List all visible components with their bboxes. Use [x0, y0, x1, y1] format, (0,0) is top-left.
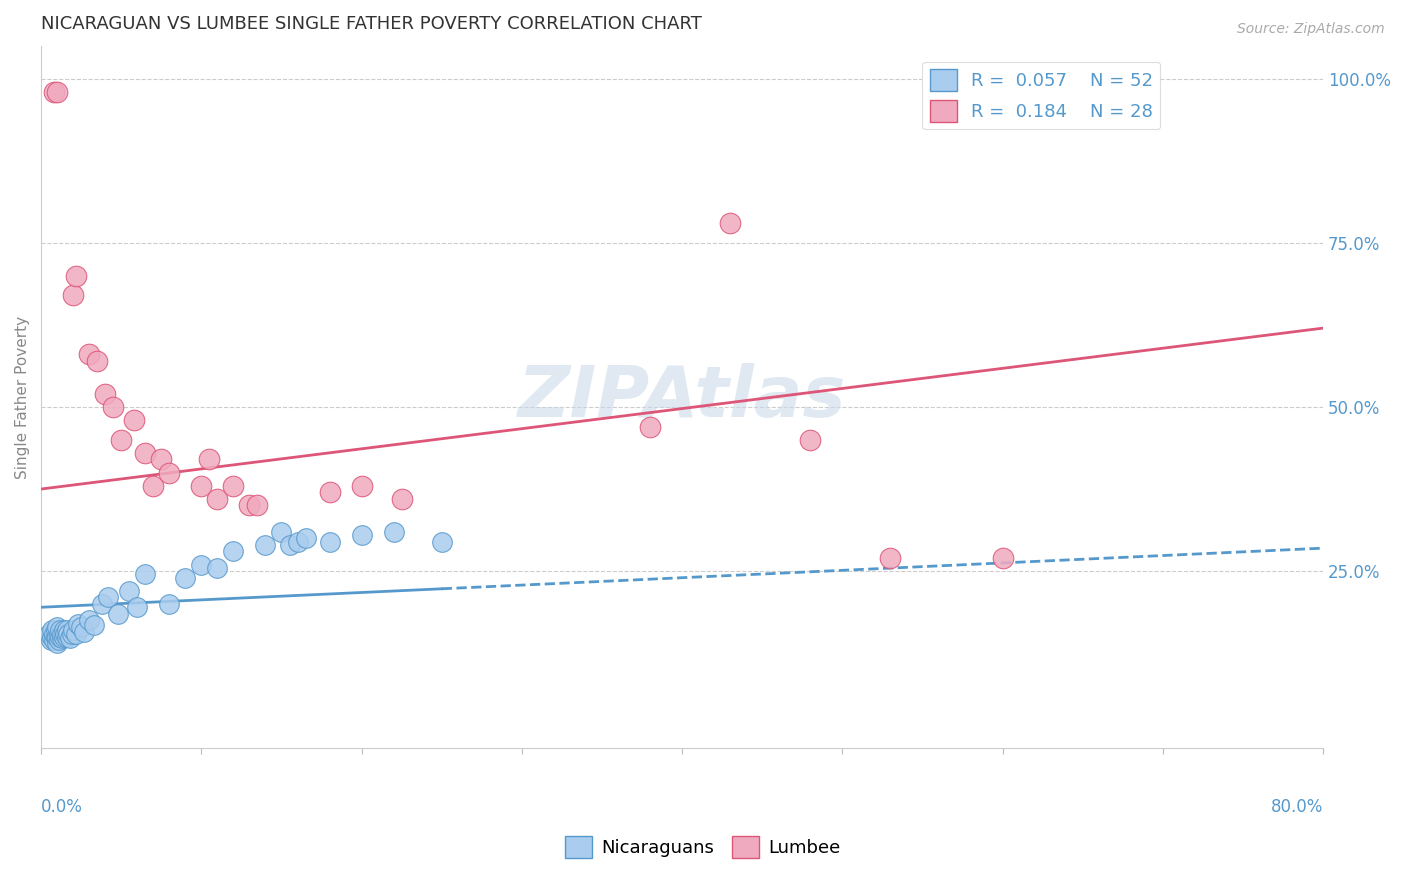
Point	[60, 626, 83, 640]
Point	[52, 624, 75, 638]
Point	[190, 558, 212, 572]
Point	[49, 624, 72, 638]
Point	[51, 631, 73, 645]
Point	[66, 616, 89, 631]
Point	[157, 597, 180, 611]
Point	[39, 633, 62, 648]
Point	[238, 499, 260, 513]
Point	[157, 466, 180, 480]
Point	[350, 528, 373, 542]
Point	[97, 591, 120, 605]
Point	[62, 624, 84, 638]
Point	[222, 479, 245, 493]
Point	[107, 607, 129, 621]
Point	[77, 347, 100, 361]
Point	[318, 485, 340, 500]
Point	[150, 452, 173, 467]
Point	[44, 630, 66, 644]
Point	[287, 534, 309, 549]
Point	[65, 268, 87, 283]
Point	[46, 85, 69, 99]
Point	[46, 630, 69, 644]
Point	[222, 544, 245, 558]
Point	[190, 479, 212, 493]
Point	[52, 630, 75, 644]
Point	[55, 630, 77, 644]
Y-axis label: Single Father Poverty: Single Father Poverty	[15, 316, 30, 479]
Point	[246, 499, 269, 513]
Point	[254, 538, 277, 552]
Point	[110, 433, 132, 447]
Point	[638, 419, 661, 434]
Point	[134, 567, 156, 582]
Point	[83, 618, 105, 632]
Point	[718, 216, 741, 230]
Point	[991, 551, 1014, 566]
Point	[94, 386, 117, 401]
Point	[41, 630, 63, 644]
Point	[65, 626, 87, 640]
Point	[127, 600, 149, 615]
Text: ZIPAtlas: ZIPAtlas	[517, 362, 846, 432]
Point	[42, 85, 65, 99]
Point	[391, 491, 413, 506]
Point	[382, 524, 405, 539]
Point	[879, 551, 901, 566]
Text: Source: ZipAtlas.com: Source: ZipAtlas.com	[1237, 22, 1385, 37]
Point	[42, 626, 65, 640]
Legend: Nicaraguans, Lumbee: Nicaraguans, Lumbee	[558, 829, 848, 865]
Point	[70, 620, 93, 634]
Point	[42, 633, 65, 648]
Point	[174, 571, 197, 585]
Point	[430, 534, 453, 549]
Point	[51, 626, 73, 640]
Point	[73, 624, 96, 639]
Point	[318, 534, 340, 549]
Point	[48, 626, 70, 640]
Text: 80.0%: 80.0%	[1271, 797, 1323, 815]
Point	[48, 633, 70, 648]
Point	[142, 479, 165, 493]
Point	[46, 620, 69, 634]
Point	[270, 524, 292, 539]
Legend: R =  0.057    N = 52, R =  0.184    N = 28: R = 0.057 N = 52, R = 0.184 N = 28	[922, 62, 1160, 129]
Point	[44, 624, 66, 638]
Point	[122, 413, 145, 427]
Point	[134, 446, 156, 460]
Point	[59, 631, 82, 645]
Point	[350, 479, 373, 493]
Point	[49, 630, 72, 644]
Point	[799, 433, 821, 447]
Point	[41, 624, 63, 638]
Point	[278, 538, 301, 552]
Text: NICARAGUAN VS LUMBEE SINGLE FATHER POVERTY CORRELATION CHART: NICARAGUAN VS LUMBEE SINGLE FATHER POVER…	[41, 15, 702, 33]
Point	[55, 624, 77, 638]
Point	[294, 531, 316, 545]
Point	[62, 288, 84, 302]
Point	[103, 400, 125, 414]
Point	[46, 636, 69, 650]
Point	[207, 491, 229, 506]
Point	[38, 626, 60, 640]
Point	[198, 452, 221, 467]
Point	[91, 597, 114, 611]
Point	[77, 614, 100, 628]
Point	[86, 354, 108, 368]
Point	[58, 626, 80, 640]
Point	[207, 561, 229, 575]
Text: 0.0%: 0.0%	[41, 797, 83, 815]
Point	[53, 626, 76, 640]
Point	[118, 583, 141, 598]
